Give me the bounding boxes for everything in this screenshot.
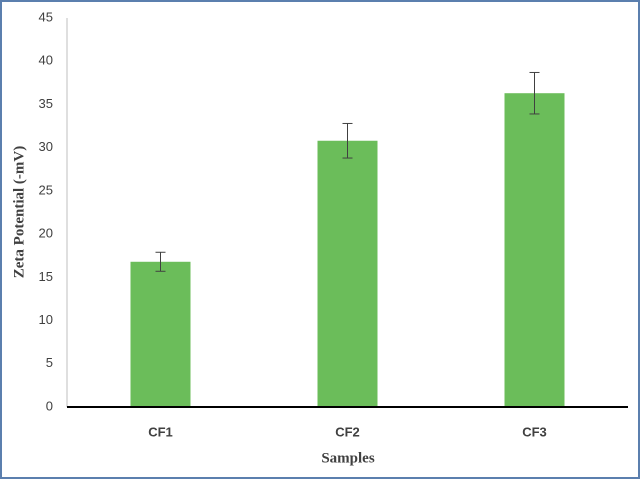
x-tick-label: CF3 [522,424,547,439]
bar [504,93,565,407]
y-axis-label: Zeta Potential (-mV) [11,146,27,278]
y-tick-label: 25 [39,182,53,197]
y-tick-label: 0 [46,398,53,413]
y-tick-label: 10 [39,312,53,327]
y-tick-label: 20 [39,226,53,241]
y-tick-label: 15 [39,269,53,284]
y-tick-label: 5 [46,355,53,370]
error-bar [155,251,166,272]
x-tick-label: CF2 [335,424,360,439]
y-tick-label: 40 [39,53,53,68]
bar [317,140,378,408]
y-tick-label: 35 [39,96,53,111]
y-tick-label: 30 [39,139,53,154]
error-bar [529,71,540,115]
bar [130,261,191,407]
x-axis-label: Samples [321,450,375,466]
y-tick-label: 45 [39,9,53,24]
x-tick-label: CF1 [148,424,173,439]
error-bar [342,122,353,159]
